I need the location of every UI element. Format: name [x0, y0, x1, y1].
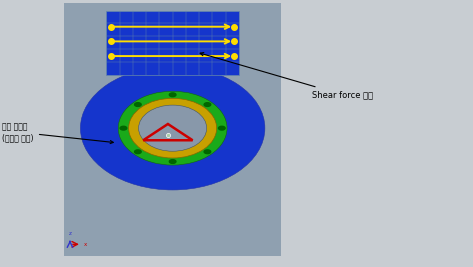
Circle shape — [204, 150, 211, 154]
Circle shape — [169, 160, 176, 163]
Ellipse shape — [139, 105, 207, 151]
Text: 허브 내부홈
(자유도 구속): 허브 내부홈 (자유도 구속) — [2, 123, 114, 144]
Circle shape — [169, 93, 176, 97]
Text: x: x — [84, 242, 88, 247]
Circle shape — [134, 150, 141, 154]
Circle shape — [120, 126, 127, 130]
Text: Shear force 적용: Shear force 적용 — [200, 53, 373, 99]
Circle shape — [219, 126, 225, 130]
Circle shape — [204, 103, 211, 107]
Bar — [106, 11, 239, 75]
Ellipse shape — [80, 66, 265, 190]
Bar — [64, 3, 281, 256]
Circle shape — [134, 103, 141, 107]
Ellipse shape — [129, 98, 217, 158]
Ellipse shape — [118, 91, 227, 165]
Text: z: z — [69, 231, 71, 236]
